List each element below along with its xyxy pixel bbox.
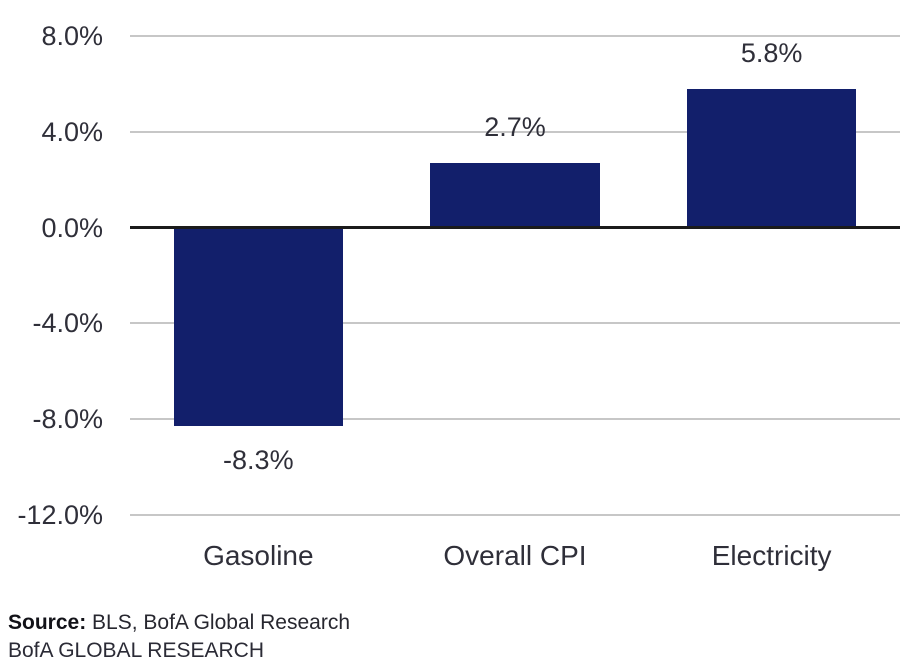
source-note: Source: BLS, BofA Global Research	[8, 609, 350, 637]
bar-value-label: 5.8%	[740, 37, 803, 68]
bar-value-label: 2.7%	[484, 111, 546, 142]
y-axis-tick-label: 4.0%	[41, 116, 103, 147]
bar-gasoline	[173, 227, 344, 427]
y-axis-tick-label: -8.0%	[32, 404, 103, 435]
source-label: Source:	[8, 611, 87, 634]
bar-electricity	[686, 88, 857, 228]
x-axis-category-label: Gasoline	[203, 540, 314, 571]
bar-value-label: -8.3%	[223, 445, 294, 476]
brand-line: BofA GLOBAL RESEARCH	[8, 639, 264, 662]
gridline	[130, 35, 900, 37]
source-text: BLS, BofA Global Research	[86, 611, 350, 634]
gridline	[130, 322, 900, 325]
y-axis-tick-label: -12.0%	[17, 500, 103, 530]
x-axis-category-label: Electricity	[711, 540, 832, 571]
gridline	[130, 130, 900, 133]
x-axis-category-label: Overall CPI	[443, 540, 587, 571]
y-axis-tick-label: 8.0%	[41, 21, 103, 51]
y-axis-tick-label: 0.0%	[41, 212, 103, 243]
bar-overall-cpi	[430, 162, 600, 228]
gridline	[130, 514, 900, 516]
chart-footer: Source: BLS, BofA Global Research BofA G…	[8, 609, 350, 665]
zero-axis-line	[130, 226, 900, 230]
gridline	[130, 418, 900, 421]
bar-chart: 8.0% 4.0% 0.0% -4.0% -8.0% -12.0% -8.3% Gasolin…	[17, 21, 900, 571]
y-axis-tick-label: -4.0%	[32, 308, 103, 339]
